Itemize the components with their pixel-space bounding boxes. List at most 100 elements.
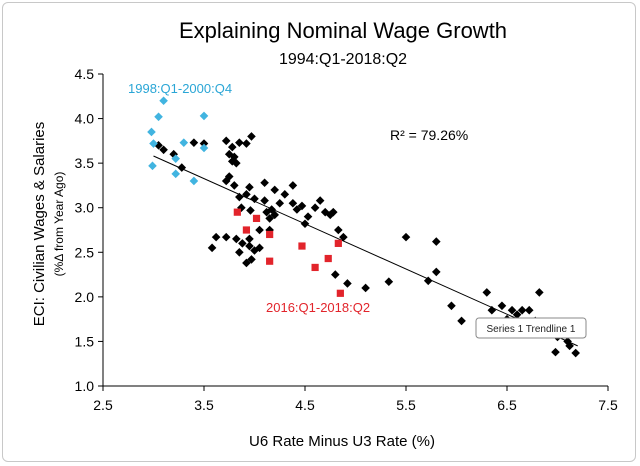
point-main — [551, 347, 560, 357]
y-tick-label: 1.5 — [75, 333, 95, 349]
point-main — [343, 279, 352, 288]
x-tick-label: 3.5 — [194, 397, 214, 413]
point-main — [235, 192, 244, 202]
point-main — [235, 138, 244, 147]
point-main — [401, 232, 411, 242]
x-tick-label: 7.5 — [598, 397, 618, 413]
point-main — [512, 310, 522, 319]
point-main — [487, 305, 497, 315]
point-main — [432, 267, 441, 277]
point-highlight_2016 — [334, 239, 342, 247]
point-main — [270, 210, 279, 220]
point-main — [262, 207, 271, 217]
point-main — [361, 283, 370, 293]
point-main — [237, 203, 246, 213]
tooltip-text: Series 1 Trendline 1 — [487, 324, 576, 335]
point-highlight_1998 — [171, 154, 181, 163]
annotation-1998: 1998:Q1-2000:Q4 — [128, 81, 232, 96]
point-main — [270, 185, 279, 195]
point-main — [524, 305, 534, 315]
point-main — [260, 196, 269, 205]
point-highlight_2016 — [311, 263, 319, 272]
point-main — [288, 181, 298, 190]
point-main — [331, 270, 340, 279]
point-main — [300, 219, 310, 229]
point-main — [250, 246, 259, 255]
point-main — [288, 198, 298, 208]
point-main — [315, 196, 325, 205]
point-main — [242, 190, 251, 199]
point-main — [245, 182, 254, 192]
point-main — [159, 145, 168, 155]
y-tick-label: 4.0 — [75, 111, 95, 127]
point-main — [320, 207, 330, 217]
x-axis-ticks: 2.5 3.5 4.5 5.5 6.5 7.5 — [93, 386, 618, 413]
point-main — [227, 142, 237, 152]
point-main — [310, 203, 320, 213]
point-highlight_2016 — [242, 226, 251, 234]
y-axis-label: ECI: Civilian Wages & Salaries — [31, 122, 48, 327]
point-main — [267, 205, 276, 214]
y-tick-label: 3.0 — [75, 200, 95, 216]
point-main — [255, 225, 264, 235]
point-highlight_1998 — [199, 111, 209, 121]
x-axis-label: U6 Rate Minus U3 Rate (%) — [249, 433, 435, 450]
point-main — [245, 234, 254, 244]
point-main — [457, 316, 466, 326]
point-main — [535, 288, 544, 297]
point-highlight_1998 — [148, 161, 157, 171]
point-highlight_2016 — [298, 242, 306, 250]
point-main — [275, 198, 285, 208]
point-main — [221, 136, 231, 146]
point-highlight_1998 — [189, 176, 199, 186]
y-axis-sublabel: (%Δ from Year Ago) — [52, 172, 66, 277]
x-tick-label: 4.5 — [295, 397, 315, 413]
point-main — [447, 301, 456, 311]
point-main — [384, 277, 394, 287]
point-main — [221, 176, 231, 186]
point-highlight_1998 — [179, 138, 189, 147]
point-highlight_1998 — [147, 127, 156, 137]
point-main — [563, 337, 572, 346]
point-main — [207, 243, 217, 253]
trendline-tooltip: Series 1 Trendline 1 — [475, 317, 587, 339]
point-main — [303, 212, 313, 221]
point-main — [235, 247, 244, 257]
point-main — [297, 201, 307, 211]
point-main — [292, 205, 302, 214]
chart-title: Explaining Nominal Wage Growth — [179, 18, 507, 43]
point-main — [247, 255, 256, 264]
point-main — [211, 232, 221, 242]
x-tick-label: 2.5 — [93, 397, 113, 413]
y-tick-label: 2.0 — [75, 289, 95, 305]
point-main — [497, 301, 507, 311]
point-highlight_1998 — [171, 169, 181, 179]
x-tick-label: 5.5 — [396, 397, 416, 413]
tooltip-box — [475, 317, 587, 339]
chart-frame — [2, 2, 636, 462]
point-main — [507, 305, 517, 315]
point-main — [255, 243, 264, 253]
point-main — [154, 141, 163, 150]
point-main — [517, 305, 527, 315]
point-main — [242, 258, 251, 268]
point-main — [265, 214, 274, 223]
point-main — [423, 276, 433, 286]
x-tick-label: 6.5 — [497, 397, 517, 413]
r-squared-label: R² = 79.26% — [390, 127, 468, 143]
point-main — [250, 194, 259, 204]
point-main — [565, 341, 574, 351]
point-main — [189, 138, 199, 147]
point-main — [177, 163, 187, 172]
point-main — [328, 207, 338, 217]
point-highlight_1998 — [149, 139, 158, 148]
chart-subtitle: 1994:Q1-2018:Q2 — [279, 51, 407, 68]
point-highlight_2016 — [266, 257, 274, 265]
point-main — [571, 348, 580, 358]
point-main — [246, 206, 255, 215]
y-tick-label: 3.5 — [75, 155, 95, 171]
point-main — [199, 139, 209, 148]
y-tick-label: 4.5 — [75, 66, 95, 82]
point-main — [242, 139, 251, 148]
